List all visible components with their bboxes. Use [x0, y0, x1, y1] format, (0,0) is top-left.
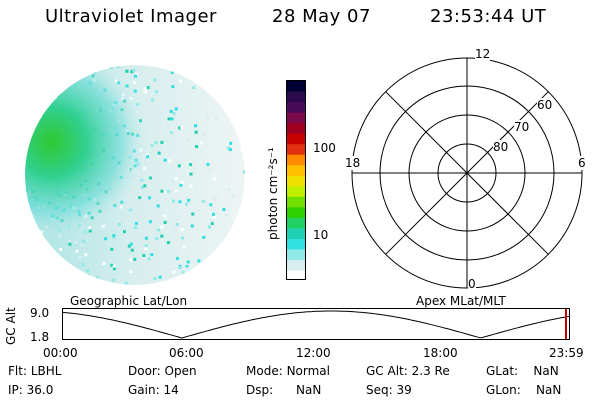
time-tick-2359: 23:59	[549, 346, 584, 360]
gc-alt-tick-1-8: 1.8	[30, 330, 50, 344]
polar-label-0: 0	[468, 277, 476, 291]
polar-ring-80: 80	[493, 140, 509, 154]
info-dsp: Dsp: NaN	[246, 383, 322, 397]
time-tick-0600: 06:00	[169, 346, 204, 360]
colorbar-tick-10: 10	[313, 228, 329, 242]
polar-grid	[351, 57, 583, 289]
time-tick-1800: 18:00	[423, 346, 458, 360]
apex-mlat-title: Apex MLat/MLT	[416, 294, 506, 308]
info-glat: GLat: NaN	[486, 364, 559, 378]
polar-ring-60: 60	[537, 98, 553, 112]
time-tick-0000: 00:00	[43, 346, 78, 360]
info-seq: Seq: 39	[366, 383, 412, 397]
geo-latlon-title: Geographic Lat/Lon	[70, 294, 188, 308]
instrument-title: Ultraviolet Imager	[45, 6, 217, 27]
gc-alt-axis-label: GC Alt	[4, 307, 18, 345]
info-gain: Gain: 14	[128, 383, 179, 397]
polar-ring-70: 70	[514, 120, 530, 134]
time-label: 23:53:44 UT	[430, 6, 547, 27]
polar-label-12: 12	[475, 47, 491, 61]
colorbar-label: photon cm⁻²s⁻¹	[266, 147, 280, 240]
colorbar	[286, 80, 306, 280]
polar-label-18: 18	[345, 156, 361, 170]
time-tick-1200: 12:00	[296, 346, 331, 360]
uv-image-disk	[25, 65, 245, 285]
gc-alt-tick-9: 9.0	[30, 306, 50, 320]
info-gc-alt: GC Alt: 2.3 Re	[366, 364, 450, 378]
colorbar-tick-100: 100	[313, 141, 336, 155]
orbit-altitude-plot	[62, 308, 570, 340]
info-ip: IP: 36.0	[8, 383, 54, 397]
info-glon: GLon: NaN	[486, 383, 562, 397]
info-door: Door: Open	[128, 364, 197, 378]
polar-label-6: 6	[578, 156, 586, 170]
info-mode: Mode: Normal	[246, 364, 330, 378]
info-flt: Flt: LBHL	[8, 364, 62, 378]
date-label: 28 May 07	[272, 6, 371, 27]
